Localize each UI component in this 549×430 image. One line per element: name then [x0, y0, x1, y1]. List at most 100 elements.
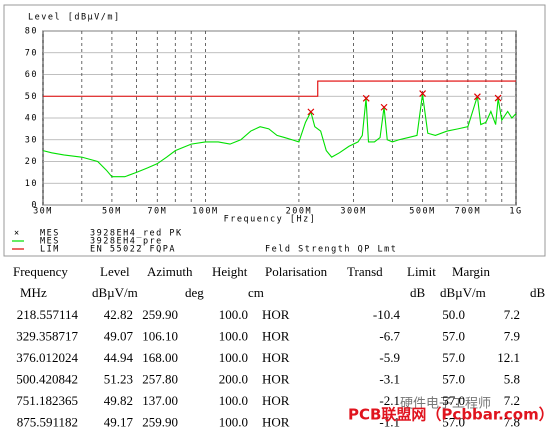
x-tick-label: 200M: [286, 207, 312, 217]
table-cell: 7.2: [504, 393, 520, 408]
legend-symbol: ×: [14, 229, 21, 239]
y-tick-label: 10: [25, 179, 38, 189]
legend-name: 3928EH4_red PK: [90, 229, 183, 239]
y-tick-label: 60: [25, 70, 38, 80]
x-tick-label: 70M: [147, 207, 167, 217]
table-unit: dB: [530, 285, 546, 300]
table-cell: 100.0: [219, 414, 248, 429]
legend-name: EN 55022 FQPA: [90, 245, 176, 255]
table-cell: -2.1: [379, 393, 400, 408]
y-tick-label: 40: [25, 114, 38, 124]
table-header: Azimuth: [147, 264, 193, 279]
table-unit: cm: [248, 285, 264, 300]
table-cell: -5.9: [379, 350, 400, 365]
table-cell: 7.9: [504, 328, 520, 343]
table-header: Polarisation: [265, 264, 328, 279]
table-cell: HOR: [262, 350, 290, 365]
y-tick-label: 0: [31, 201, 38, 211]
table-cell: 751.182365: [16, 393, 78, 408]
table-unit: dB: [410, 285, 426, 300]
peak-marker: [419, 90, 427, 97]
table-cell: 329.358717: [16, 328, 78, 343]
table-cell: 12.1: [497, 350, 520, 365]
x-tick-label: 500M: [409, 207, 435, 217]
peak-marker: [362, 94, 370, 102]
table-header: Transd: [347, 264, 383, 279]
table-cell: 100.0: [219, 328, 248, 343]
peak-marker: [380, 103, 388, 111]
table-header: Limit: [407, 264, 436, 279]
peak-marker: [307, 108, 315, 116]
table-cell: 218.557114: [17, 307, 79, 322]
x-tick-label: 30M: [33, 207, 53, 217]
x-tick-label: 300M: [340, 207, 366, 217]
table-cell: 875.591182: [17, 414, 78, 429]
table-cell: 376.012024: [16, 350, 78, 365]
table-cell: -10.4: [373, 307, 401, 322]
table-unit: MHz: [20, 285, 47, 300]
table-cell: HOR: [262, 328, 290, 343]
peak-marker: [473, 93, 481, 101]
table-cell: 259.90: [142, 307, 178, 322]
table-cell: 42.82: [104, 307, 133, 322]
table-unit: dBµV/m: [92, 285, 138, 300]
table-cell: 50.0: [442, 307, 465, 322]
table-cell: 49.17: [104, 414, 134, 429]
table-cell: 106.10: [142, 328, 178, 343]
table-cell: 51.23: [104, 371, 133, 386]
table-cell: 7.2: [504, 307, 520, 322]
table-cell: -1.1: [379, 414, 400, 429]
table-cell: HOR: [262, 307, 290, 322]
chart-title: Level [dBµV/m]: [28, 13, 121, 23]
series-line: [43, 80, 516, 97]
legend-kind: MES: [40, 229, 60, 239]
table-cell: 57.0: [442, 350, 465, 365]
y-tick-label: 50: [25, 92, 38, 102]
x-tick-label: 50M: [102, 207, 122, 217]
series-line: [42, 94, 517, 178]
table-cell: -6.7: [379, 328, 400, 343]
table-cell: 57.0: [442, 328, 465, 343]
table-cell: 100.0: [219, 393, 248, 408]
watermark-site: PCB联盟网（Pcbbar.com）: [348, 406, 549, 424]
table-cell: 7.8: [504, 414, 520, 429]
table-cell: 100.0: [219, 307, 248, 322]
watermark-brand: 硬件电子工程师: [400, 397, 491, 412]
table-cell: HOR: [262, 414, 290, 429]
y-tick-label: 80: [25, 27, 38, 37]
table-cell: HOR: [262, 393, 290, 408]
table-header: Height: [212, 264, 248, 279]
table-header: Frequency: [13, 264, 68, 279]
legend-kind: LIM: [40, 245, 60, 255]
table-header: Margin: [452, 264, 491, 279]
legend-note: Feld Strength QP Lmt: [265, 245, 397, 255]
table-header: Level: [100, 264, 130, 279]
table-cell: 168.00: [142, 350, 178, 365]
legend-kind: MES: [40, 237, 60, 247]
table-cell: 57.0: [442, 371, 465, 386]
table-cell: 57.0: [442, 414, 465, 429]
table-cell: 57.0: [442, 393, 465, 408]
table-cell: 200.0: [219, 371, 248, 386]
table-cell: 100.0: [219, 350, 248, 365]
table-cell: -3.1: [379, 371, 400, 386]
table-cell: HOR: [262, 371, 290, 386]
table-cell: 137.00: [142, 393, 178, 408]
table-cell: 49.07: [104, 328, 134, 343]
table-unit: dBµV/m: [440, 285, 486, 300]
table-cell: 49.82: [104, 393, 133, 408]
x-tick-label: 1G: [509, 207, 522, 217]
y-tick-label: 20: [25, 157, 38, 167]
table-cell: 5.8: [504, 371, 520, 386]
table-cell: 259.90: [142, 414, 178, 429]
table-cell: 500.420842: [16, 371, 78, 386]
x-tick-label: 100M: [192, 207, 218, 217]
x-tick-label: 700M: [455, 207, 481, 217]
x-axis-label: Frequency [Hz]: [224, 215, 317, 225]
table-cell: 257.80: [142, 371, 178, 386]
table-cell: 44.94: [104, 350, 134, 365]
peak-marker: [494, 94, 502, 102]
y-tick-label: 70: [25, 48, 38, 58]
